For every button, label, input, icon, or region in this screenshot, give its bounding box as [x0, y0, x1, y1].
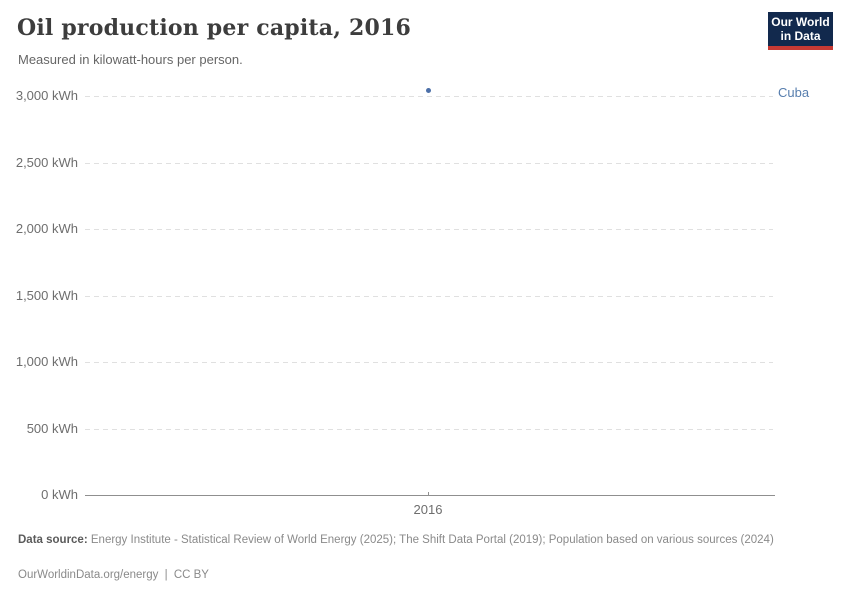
x-axis-tick-label: 2016 [413, 502, 443, 517]
footer-links: OurWorldinData.org/energy | CC BY [18, 569, 209, 581]
data-source-label: Data source: [18, 534, 88, 546]
y-axis-tick-label: 0 kWh [41, 487, 78, 502]
gridline [85, 362, 773, 363]
data-point-cuba[interactable] [425, 88, 431, 94]
y-axis-tick-label: 1,000 kWh [15, 354, 78, 369]
footer-separator: | [164, 569, 168, 581]
gridline [85, 295, 773, 297]
owid-energy-link[interactable]: OurWorldinData.org/energy [18, 569, 159, 581]
owid-logo[interactable]: Our World in Data [768, 12, 833, 50]
y-axis-tick-label: 500 kWh [26, 420, 78, 436]
gridline [85, 162, 773, 164]
gridline [85, 428, 773, 430]
entity-label-cuba[interactable]: Cuba [778, 84, 810, 100]
data-source-text: Energy Institute - Statistical Review of… [90, 534, 774, 546]
license-label: CC BY [173, 569, 209, 581]
y-axis-tick-label: 2,500 kWh [15, 154, 78, 170]
gridline [85, 96, 773, 97]
gridline [85, 229, 773, 230]
x-axis-line [85, 495, 775, 496]
chart-subtitle: Measured in kilowatt-hours per person. [18, 52, 243, 67]
y-axis-tick-label: 1,500 kWh [15, 287, 78, 303]
page-title: Oil production per capita, 2016 [17, 15, 411, 41]
owid-logo-line2: in Data [780, 29, 821, 43]
y-axis-tick-label: 3,000 kWh [15, 88, 78, 103]
y-axis-tick-label: 2,000 kWh [15, 221, 78, 236]
owid-logo-line1: Our World [771, 15, 830, 29]
footer-data-source: Data source: Energy Institute - Statisti… [18, 532, 814, 548]
x-axis-tick-mark [428, 492, 429, 496]
